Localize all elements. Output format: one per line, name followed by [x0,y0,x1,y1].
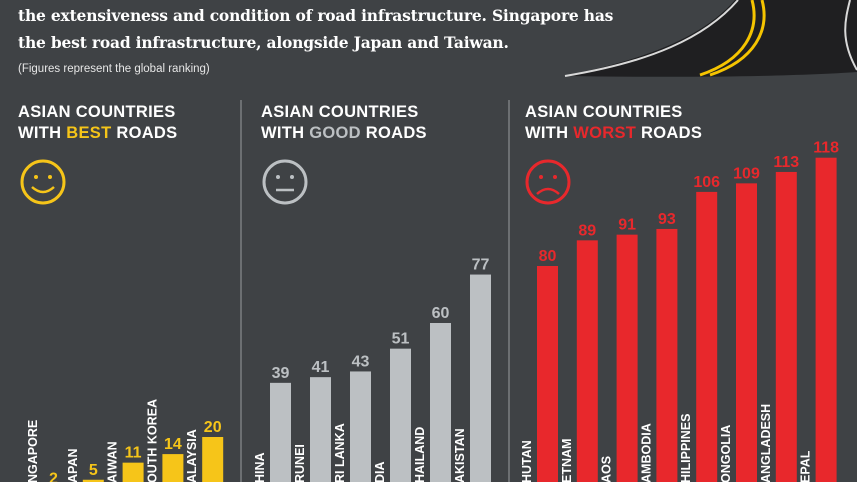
intro-line-1: the extensiveness and condition of road … [18,6,614,25]
country-label: AIWAN [106,441,120,482]
road-illustration [564,0,857,77]
country-label: APAN [66,449,80,482]
bar [775,171,797,482]
section-title-worst: ASIAN COUNTRIES WITH WORST ROADS [525,102,702,144]
value-label: 39 [272,365,290,382]
country-label: OUTH KOREA [145,399,159,482]
value-label: 93 [658,211,676,228]
bar [696,191,718,482]
country-label: AKISTAN [453,428,467,482]
value-label: 5 [89,462,98,479]
value-label: 20 [204,419,222,436]
value-label: 80 [539,248,557,265]
country-label: DIA [373,461,387,482]
highlight-word: WORST [573,124,637,142]
bar [616,234,638,482]
bar [122,462,144,482]
ranking-note: (Figures represent the global ranking) [18,63,210,75]
country-label: HILIPPINES [679,414,693,482]
section-title-line: ASIAN COUNTRIES [18,103,176,121]
section-title-line: WITH WORST ROADS [525,124,703,142]
smiley-face-icon [20,159,66,205]
value-label: 2 [49,470,58,482]
country-label: ONGOLIA [719,425,733,482]
bar [736,183,757,482]
value-label: 106 [693,174,720,191]
country-label: HAILAND [413,427,427,482]
bar [576,240,598,482]
highlight-word: GOOD [309,124,361,142]
bar [162,454,184,482]
value-label: 11 [125,445,142,462]
country-label: HUTAN [520,440,534,482]
highlight-word: BEST [66,124,112,142]
bar [430,323,451,482]
country-label: HINA [253,452,267,482]
value-label: 109 [733,165,760,182]
intro-text: the extensiveness and condition of road … [18,2,613,56]
section-title-good: ASIAN COUNTRIES WITH GOOD ROADS [261,102,427,144]
value-label: 14 [164,436,182,453]
value-label: 43 [352,353,370,370]
value-label: 41 [312,359,330,376]
value-label: 77 [472,257,490,274]
bar [656,228,678,482]
section-title-line: ASIAN COUNTRIES [261,103,419,121]
value-label: 91 [618,217,636,234]
bar [350,371,371,482]
bar [270,382,291,482]
country-label: RUNEI [293,444,307,482]
intro-line-2: the best road infrastructure, alongside … [18,33,509,52]
value-label: 51 [392,331,410,348]
bar [202,437,224,482]
bar [537,266,558,482]
bar [82,479,104,482]
bar [815,157,837,482]
country-label: ALAYSIA [185,429,199,482]
value-label: 118 [813,140,839,157]
section-title-best: ASIAN COUNTRIES WITH BEST ROADS [18,102,177,144]
section-title-line: ASIAN COUNTRIES [525,103,683,121]
value-label: 60 [432,305,450,322]
bar [310,377,331,482]
country-label: NGAPORE [26,420,40,482]
bar [470,274,491,482]
bar [390,348,411,482]
value-label: 113 [773,154,799,171]
country-label: EPAL [799,450,813,482]
country-label: ETNAM [560,439,574,482]
country-label: RI LANKA [333,423,347,482]
country-label: ANGLADESH [759,404,773,482]
section-title-line: WITH GOOD ROADS [261,124,427,142]
country-label: AOS [600,456,614,482]
section-title-line: WITH BEST ROADS [18,124,178,142]
neutral-face-icon [262,159,308,205]
country-label: AMBODIA [639,423,653,482]
sad-face-icon [525,159,571,205]
value-label: 89 [578,222,596,239]
